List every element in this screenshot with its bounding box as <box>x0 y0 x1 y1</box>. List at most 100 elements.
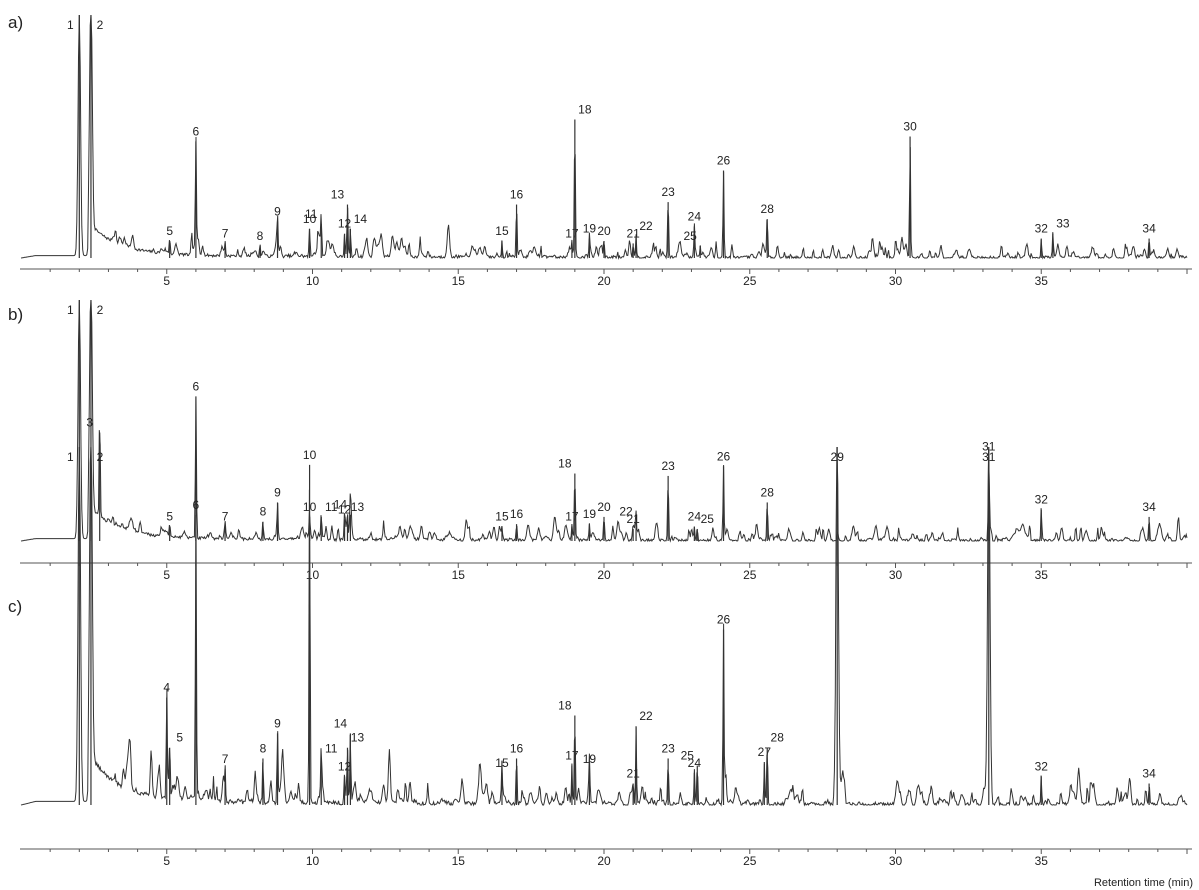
peak-label: 20 <box>597 224 611 238</box>
peak-label: 14 <box>334 497 348 511</box>
x-tick-label: 30 <box>889 854 903 868</box>
peak-label: 34 <box>1142 767 1156 781</box>
peak-label: 11 <box>325 500 338 514</box>
peak-label: 1 <box>67 18 74 32</box>
peak-label: 15 <box>495 224 509 238</box>
peak-label: 26 <box>717 154 731 168</box>
peak-label: 22 <box>619 505 633 519</box>
peak-label: 24 <box>688 510 702 524</box>
peak-label: 8 <box>260 505 267 519</box>
x-tick-label: 30 <box>889 274 903 288</box>
peak-label: 12 <box>338 759 352 773</box>
peak-label: 18 <box>558 699 572 713</box>
peak-label: 6 <box>193 379 200 393</box>
peak-label: 7 <box>222 226 229 240</box>
peak-label: 10 <box>303 212 317 226</box>
peak-label: 14 <box>334 716 348 730</box>
peak-label: 5 <box>176 731 183 745</box>
peak-label: 16 <box>510 507 524 521</box>
peak-label: 12 <box>338 217 352 231</box>
peak-label: 23 <box>661 185 675 199</box>
x-tick-label: 5 <box>163 568 170 582</box>
chromatogram-panel-c: c)5 10 15 20 25 30 351 245678910111213141516171… <box>8 446 1192 868</box>
x-tick-label: 25 <box>743 568 757 582</box>
peak-label: 1 <box>67 450 74 464</box>
peak-label: 2 <box>97 450 104 464</box>
panel-label: b) <box>8 305 23 324</box>
peak-label: 9 <box>274 205 281 219</box>
peak-label: 28 <box>771 731 785 745</box>
peak-label: 19 <box>583 507 597 521</box>
peak-label: 32 <box>1035 759 1049 773</box>
peak-label: 23 <box>661 459 675 473</box>
peak-label: 21 <box>626 226 640 240</box>
peak-label: 6 <box>193 124 200 138</box>
peak-label: 3 <box>86 416 93 430</box>
peak-label: 18 <box>558 457 572 471</box>
chromatogram-trace <box>20 446 1188 807</box>
x-tick-label: 10 <box>306 854 320 868</box>
peak-label: 17 <box>565 226 579 240</box>
x-tick-label: 10 <box>306 274 320 288</box>
peak-label: 17 <box>565 749 579 763</box>
peak-label: 8 <box>257 229 264 243</box>
peak-label: 21 <box>626 512 640 526</box>
peak-label: 29 <box>831 450 845 464</box>
peak-label: 18 <box>578 102 592 116</box>
peak-label: 7 <box>222 510 229 524</box>
peak-label: 25 <box>684 229 698 243</box>
panel-label: a) <box>8 13 23 32</box>
x-tick-label: 15 <box>452 854 466 868</box>
peak-label: 25 <box>701 512 715 526</box>
peak-label: 13 <box>351 731 365 745</box>
x-tick-label: 35 <box>1035 568 1049 582</box>
peak-label: 28 <box>761 485 775 499</box>
peak-label: 21 <box>626 767 640 781</box>
x-tick-label: 20 <box>597 274 611 288</box>
x-tick-label: 10 <box>306 568 320 582</box>
peak-label: 11 <box>325 741 338 755</box>
panel-label: c) <box>8 597 22 616</box>
peak-label: 30 <box>903 120 917 134</box>
peak-label: 4 <box>163 681 170 695</box>
peak-label: 16 <box>510 741 524 755</box>
peak-label: 9 <box>274 485 281 499</box>
peak-label: 22 <box>639 219 653 233</box>
peak-label: 13 <box>331 188 345 202</box>
peak-label: 11 <box>305 207 318 221</box>
x-axis-title: Retention time (min) <box>1094 877 1193 889</box>
peak-label: 26 <box>717 613 731 627</box>
peak-label: 12 <box>338 502 352 516</box>
x-tick-label: 25 <box>743 274 757 288</box>
peak-label: 20 <box>597 500 611 514</box>
peak-label: 1 <box>67 303 74 317</box>
peak-label: 19 <box>583 752 597 766</box>
peak-label: 14 <box>354 212 368 226</box>
peak-label: 23 <box>661 741 675 755</box>
peak-label: 2 <box>97 303 104 317</box>
peak-label: 24 <box>688 756 702 770</box>
x-tick-label: 15 <box>452 274 466 288</box>
x-tick-label: 15 <box>452 568 466 582</box>
peak-label: 32 <box>1035 493 1049 507</box>
peak-label: 26 <box>717 449 731 463</box>
peak-label: 19 <box>583 222 597 236</box>
peak-label: 31 <box>982 450 996 464</box>
peak-label: 31 <box>982 440 996 454</box>
peak-label: 5 <box>166 224 173 238</box>
peak-label: 28 <box>761 202 775 216</box>
peak-label: 5 <box>166 510 173 524</box>
peak-label: 34 <box>1142 500 1156 514</box>
peak-label: 2 <box>97 18 104 32</box>
peak-label: 32 <box>1035 222 1049 236</box>
peak-label: 16 <box>510 188 524 202</box>
x-tick-label: 35 <box>1035 854 1049 868</box>
peak-label: 10 <box>303 448 317 462</box>
peak-label: 7 <box>222 752 229 766</box>
peak-label: 33 <box>1056 217 1070 231</box>
peak-label: 15 <box>495 510 509 524</box>
peak-label: 9 <box>274 716 281 730</box>
